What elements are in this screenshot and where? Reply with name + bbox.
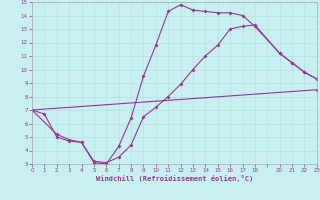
X-axis label: Windchill (Refroidissement éolien,°C): Windchill (Refroidissement éolien,°C) bbox=[96, 175, 253, 182]
